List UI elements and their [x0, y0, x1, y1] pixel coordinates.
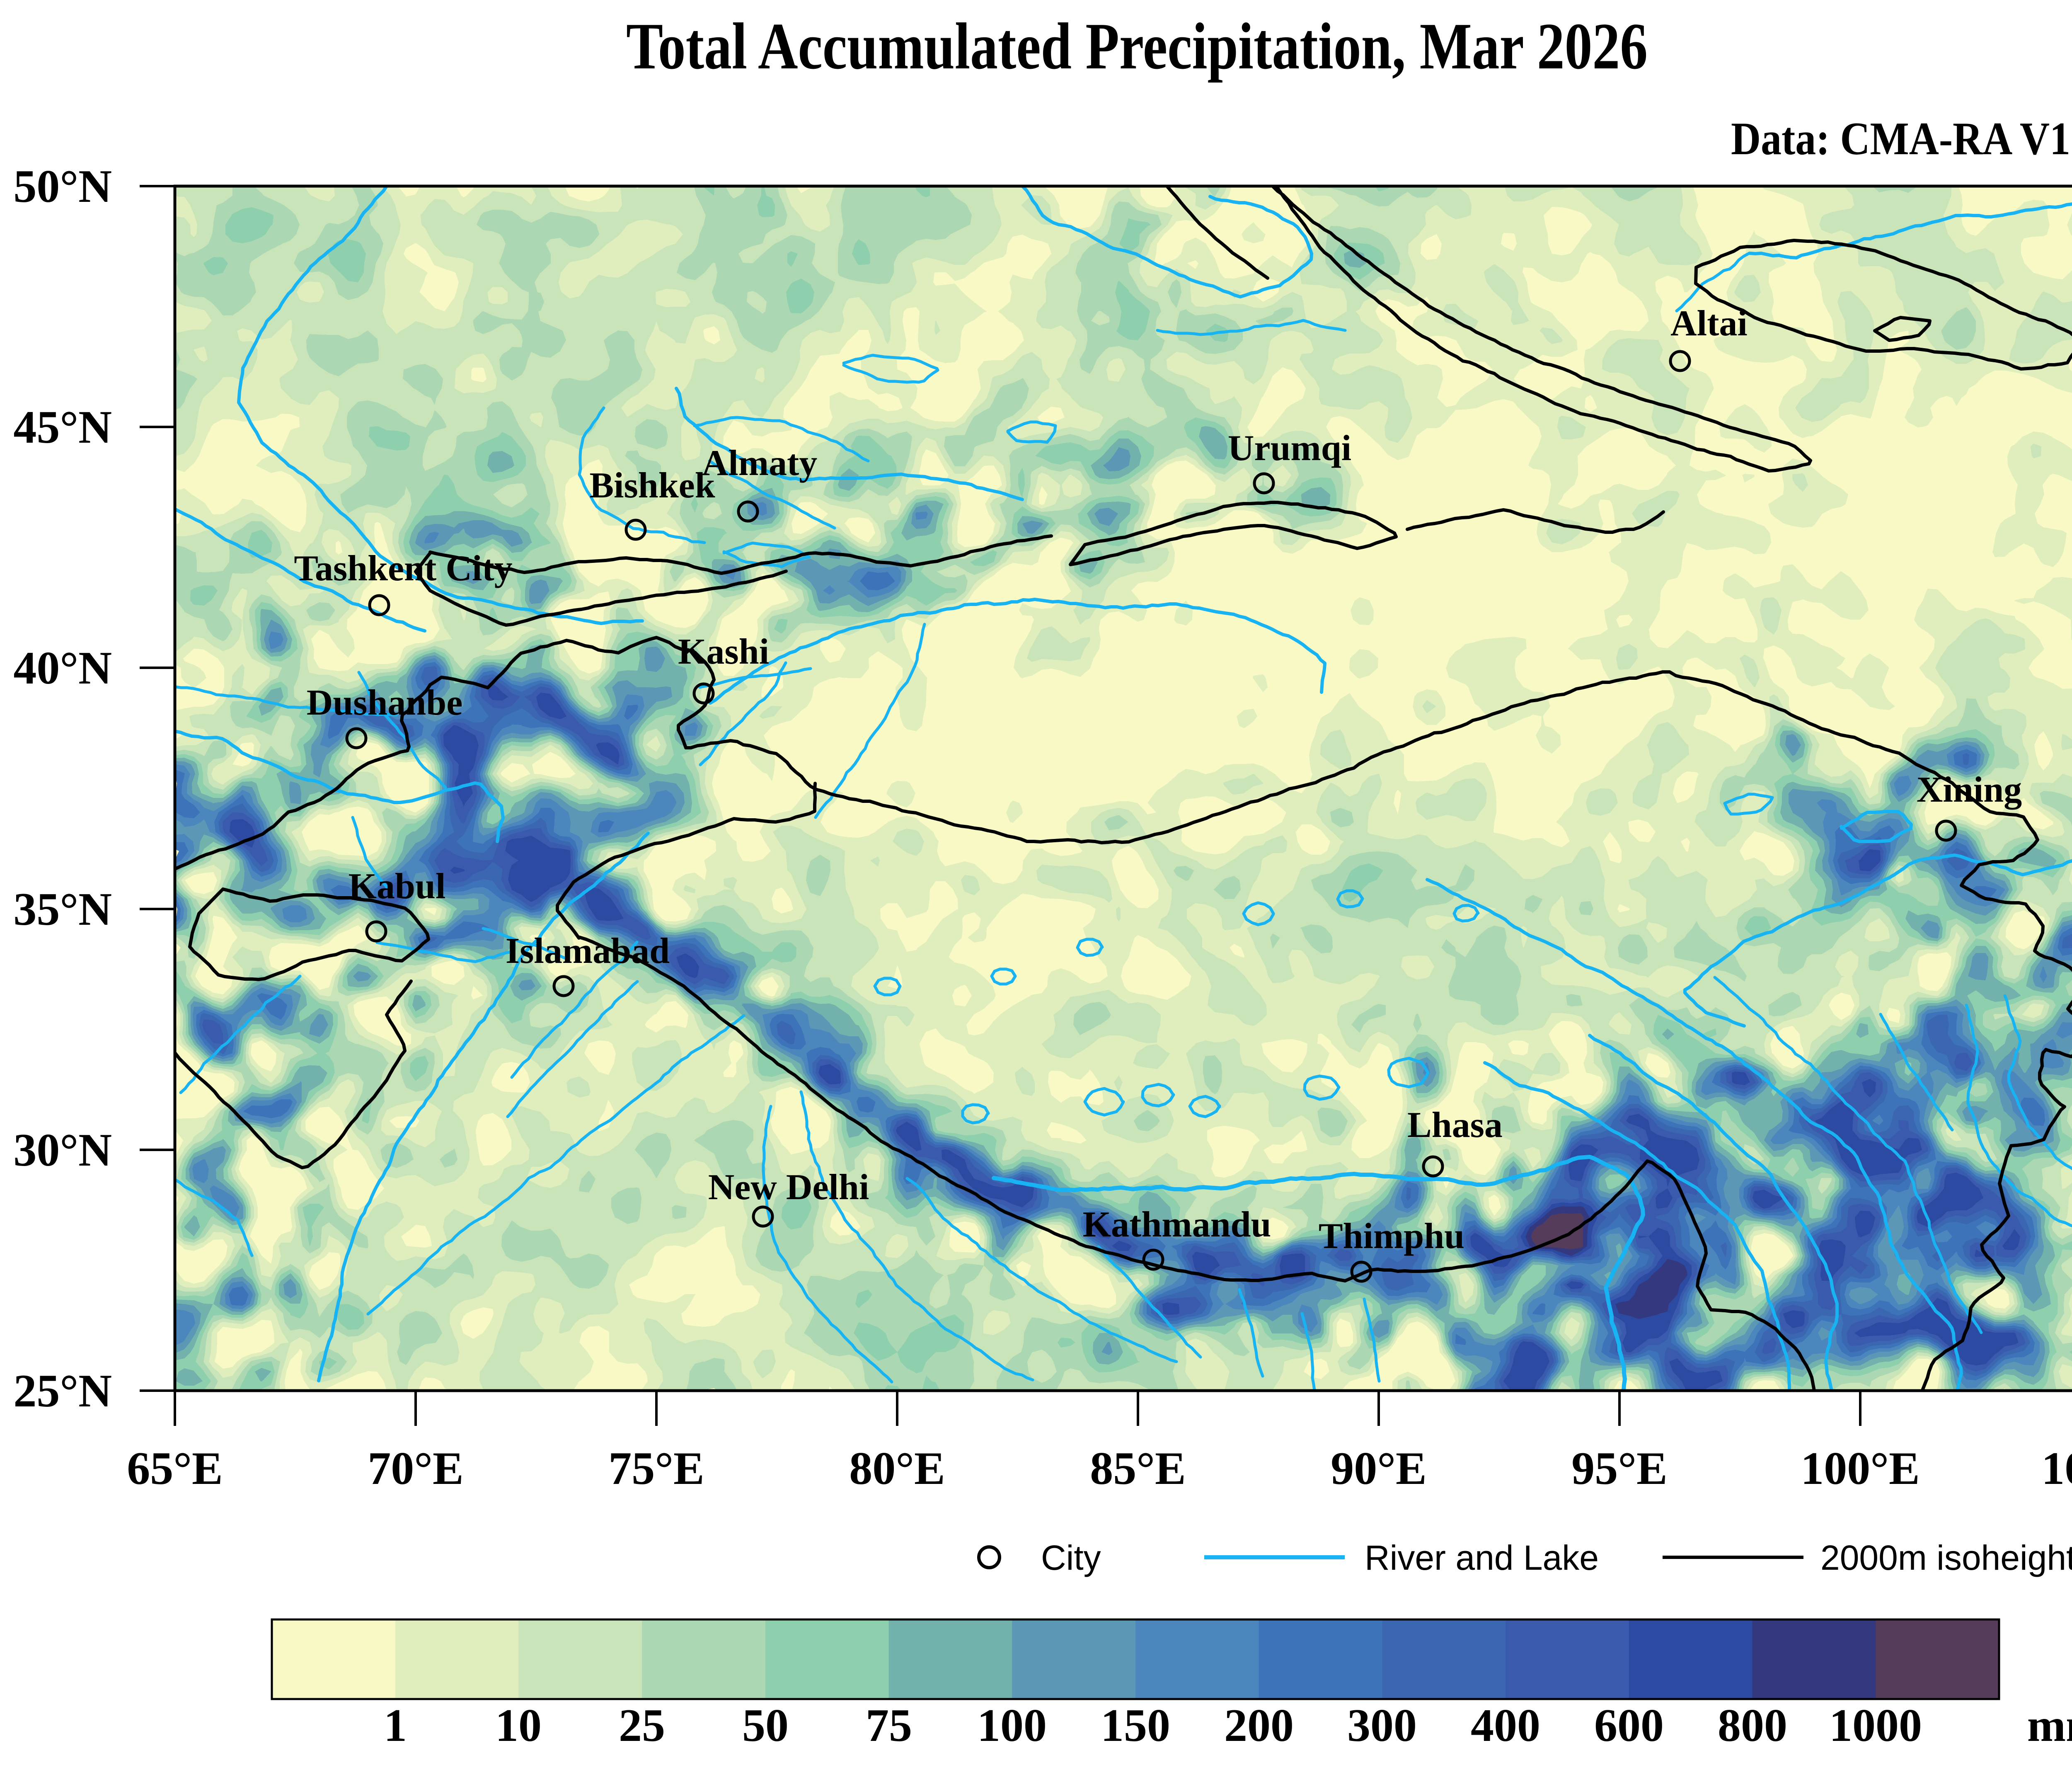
svg-text:25: 25: [619, 1700, 665, 1751]
svg-text:Altai: Altai: [1670, 303, 1748, 344]
svg-text:1: 1: [384, 1700, 407, 1751]
svg-text:Almaty: Almaty: [702, 443, 818, 483]
svg-text:Urumqi: Urumqi: [1228, 428, 1351, 468]
svg-text:Tashkent City: Tashkent City: [294, 548, 512, 589]
svg-text:Xining: Xining: [1917, 770, 2022, 810]
svg-text:75°E: 75°E: [608, 1443, 704, 1494]
svg-text:Thimphu: Thimphu: [1319, 1216, 1464, 1256]
svg-text:30°N: 30°N: [13, 1125, 112, 1176]
svg-text:95°E: 95°E: [1571, 1443, 1668, 1494]
svg-text:Kashi: Kashi: [678, 632, 769, 672]
svg-text:85°E: 85°E: [1090, 1443, 1186, 1494]
svg-text:90°E: 90°E: [1331, 1443, 1427, 1494]
svg-text:105°E: 105°E: [2041, 1443, 2072, 1494]
svg-text:25°N: 25°N: [13, 1365, 112, 1417]
svg-text:100°E: 100°E: [1801, 1443, 1920, 1494]
svg-text:Total Accumulated Precipitatio: Total Accumulated Precipitation, Mar 202…: [626, 9, 1648, 83]
svg-text:50: 50: [742, 1700, 789, 1751]
svg-text:Islamabad: Islamabad: [506, 931, 670, 971]
svg-text:50°N: 50°N: [13, 161, 112, 212]
svg-text:75: 75: [866, 1700, 912, 1751]
svg-text:150: 150: [1101, 1700, 1170, 1751]
svg-text:200: 200: [1224, 1700, 1294, 1751]
svg-text:2000m isoheight: 2000m isoheight: [1820, 1538, 2072, 1577]
svg-text:Kathmandu: Kathmandu: [1083, 1205, 1271, 1245]
svg-text:65°E: 65°E: [127, 1443, 223, 1494]
svg-text:Lhasa: Lhasa: [1407, 1105, 1503, 1145]
svg-text:800: 800: [1718, 1700, 1787, 1751]
svg-text:Dushanbe: Dushanbe: [307, 683, 463, 723]
svg-text:45°N: 45°N: [13, 402, 112, 453]
svg-text:400: 400: [1471, 1700, 1540, 1751]
svg-text:Kabul: Kabul: [349, 866, 446, 907]
svg-text:Bishkek: Bishkek: [589, 465, 715, 506]
svg-text:80°E: 80°E: [849, 1443, 945, 1494]
svg-text:River and Lake: River and Lake: [1365, 1538, 1599, 1577]
svg-text:600: 600: [1594, 1700, 1664, 1751]
svg-text:10: 10: [495, 1700, 542, 1751]
svg-text:City: City: [1041, 1538, 1101, 1577]
svg-text:mm: mm: [2027, 1700, 2072, 1751]
svg-text:40°N: 40°N: [13, 642, 112, 694]
svg-text:New Delhi: New Delhi: [708, 1167, 869, 1207]
svg-text:1000: 1000: [1829, 1700, 1922, 1751]
svg-text:Data: CMA-RA V1.5: Data: CMA-RA V1.5: [1731, 113, 2072, 165]
svg-text:35°N: 35°N: [13, 884, 112, 935]
svg-text:100: 100: [977, 1700, 1047, 1751]
svg-text:300: 300: [1347, 1700, 1417, 1751]
svg-text:70°E: 70°E: [368, 1443, 464, 1494]
